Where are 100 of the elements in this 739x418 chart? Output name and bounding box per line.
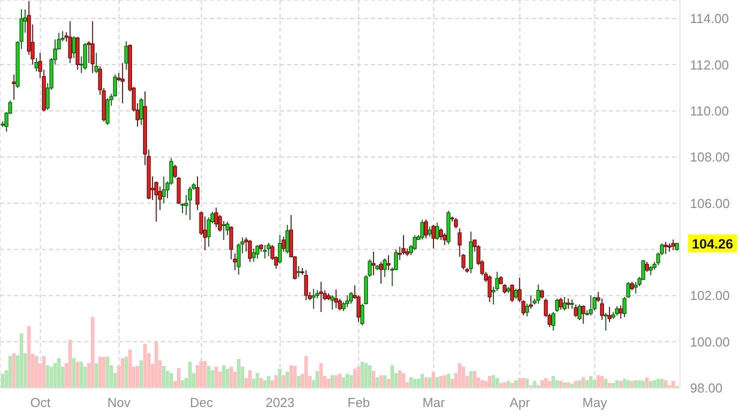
- bar: [532, 380, 536, 388]
- bar: [50, 366, 54, 388]
- bar: [660, 378, 664, 388]
- bar: [645, 377, 649, 388]
- bar: [229, 366, 233, 388]
- bar: [615, 380, 619, 388]
- candlestick: [608, 306, 612, 322]
- bar: [664, 380, 668, 388]
- bar: [94, 363, 98, 388]
- bar: [442, 375, 446, 388]
- candlestick: [296, 266, 301, 278]
- bar: [439, 376, 443, 388]
- bar: [210, 370, 214, 388]
- bar: [604, 378, 608, 388]
- candlestick: [334, 289, 338, 309]
- bar: [612, 383, 616, 388]
- bar: [338, 374, 342, 388]
- y-tick-label: 108.00: [690, 150, 730, 165]
- bar: [180, 380, 184, 388]
- candlestick: [664, 241, 668, 255]
- candlestick: [442, 232, 447, 246]
- bar: [585, 380, 589, 388]
- bar: [570, 384, 574, 388]
- candlestick: [222, 220, 226, 240]
- bar: [412, 378, 416, 388]
- bar: [525, 378, 529, 388]
- candlestick: [120, 62, 125, 104]
- bar: [641, 380, 645, 388]
- bar: [432, 372, 436, 388]
- bar: [256, 373, 260, 388]
- candlestick: [345, 294, 350, 308]
- bar: [106, 356, 110, 388]
- bar: [383, 375, 387, 388]
- bar: [458, 363, 462, 388]
- bar: [398, 370, 402, 388]
- y-tick-label: 106.00: [690, 196, 730, 211]
- candlestick: [536, 284, 540, 304]
- bar: [372, 370, 376, 388]
- bar: [304, 356, 308, 388]
- bar: [248, 370, 252, 388]
- bar: [214, 366, 218, 388]
- bar: [286, 372, 290, 388]
- candlestick: [34, 57, 38, 72]
- bar: [386, 378, 390, 388]
- bar: [544, 378, 548, 388]
- candlestick: [282, 236, 286, 252]
- bar: [199, 361, 203, 388]
- candlestick: [229, 226, 234, 260]
- candlestick: [12, 74, 16, 100]
- x-tick-label: May: [582, 395, 608, 410]
- candlestick: [319, 281, 324, 313]
- bar: [492, 375, 496, 388]
- bar: [282, 375, 286, 388]
- candlestick: [428, 226, 432, 238]
- candlestick: [618, 304, 623, 320]
- x-tick-label: 2023: [266, 395, 295, 410]
- bar: [236, 358, 240, 388]
- candlestick: [551, 312, 556, 331]
- bar: [259, 378, 263, 388]
- candlestick: [372, 251, 376, 276]
- bar: [622, 378, 626, 388]
- candlestick: [420, 219, 424, 240]
- candlestick: [578, 304, 582, 321]
- bar: [20, 333, 24, 388]
- x-tick-label: Feb: [348, 395, 370, 410]
- bar: [188, 362, 192, 388]
- bar: [522, 378, 526, 388]
- bar: [102, 356, 106, 388]
- candlestick: [645, 261, 649, 272]
- bar: [128, 350, 132, 388]
- bar: [462, 366, 466, 388]
- candlestick: [266, 242, 271, 257]
- bar: [518, 378, 522, 388]
- candlestick: [514, 288, 518, 300]
- candlestick: [278, 234, 282, 264]
- bar: [203, 361, 207, 388]
- bar: [420, 374, 424, 388]
- candlestick: [349, 291, 353, 304]
- candlestick: [432, 224, 436, 250]
- candlestick: [540, 289, 544, 300]
- candlestick: [262, 244, 267, 259]
- bar: [222, 365, 226, 388]
- candlestick: [312, 288, 316, 310]
- candlestick: [304, 270, 308, 301]
- candlestick: [600, 298, 604, 320]
- y-tick-label: 98.00: [690, 380, 723, 396]
- candlestick: [454, 218, 458, 229]
- bar: [552, 376, 556, 388]
- candlestick: [252, 248, 256, 262]
- bar: [274, 375, 278, 388]
- candlestick: [180, 202, 184, 214]
- bar: [656, 378, 660, 388]
- y-tick-label: 100.00: [690, 334, 730, 350]
- bar: [316, 370, 320, 388]
- candlestick: [488, 274, 492, 303]
- candlestick: [255, 244, 260, 259]
- bar: [555, 380, 559, 388]
- y-tick-label: 102.00: [690, 288, 730, 304]
- bar: [154, 341, 158, 388]
- bar: [424, 377, 428, 388]
